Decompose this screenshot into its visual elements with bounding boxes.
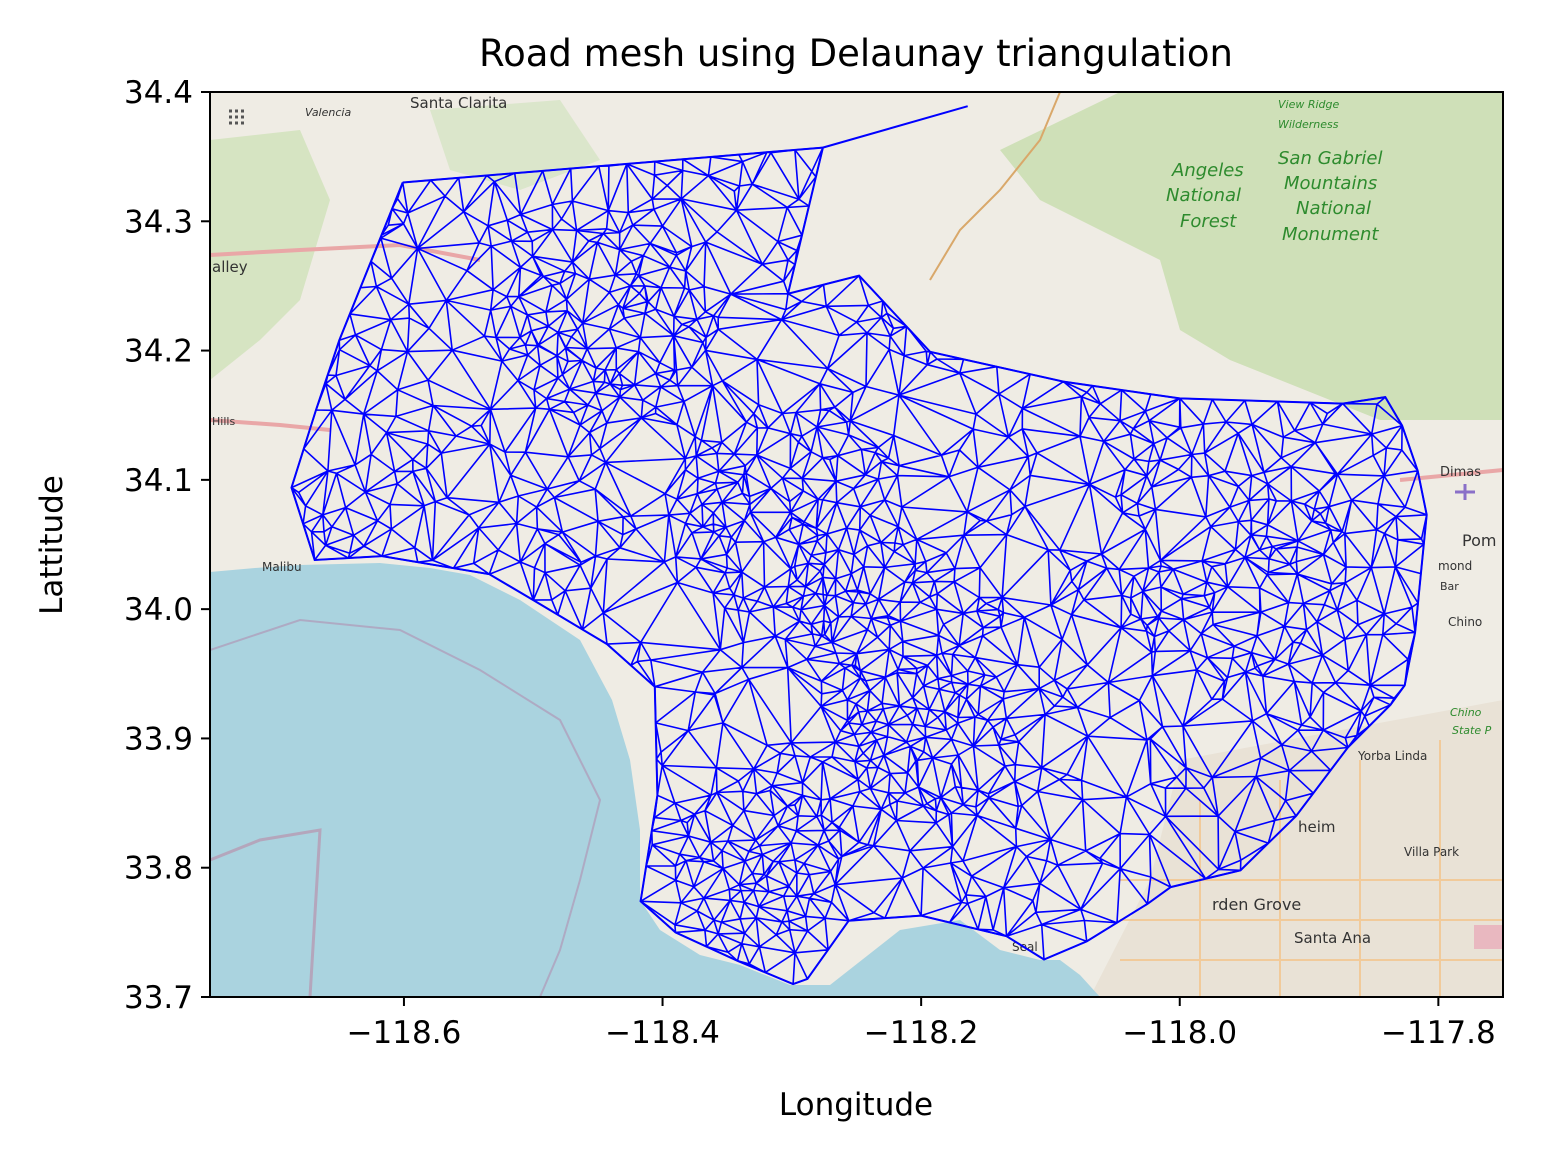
map-label-wilderness: Wilderness	[1278, 118, 1339, 131]
map-label-angeles-3: Forest	[1180, 211, 1237, 232]
y-axis-title: Lattitude	[34, 475, 70, 615]
y-axis: 33.7 33.8 33.9 34.0 34.1 34.2 34.3 34.4	[124, 75, 210, 1016]
map-label-santa-clarita: Santa Clarita	[410, 94, 507, 112]
map-label-villa: Villa Park	[1404, 845, 1459, 859]
map-label-chino: Chino	[1448, 615, 1482, 629]
park-area-north	[430, 100, 600, 190]
delaunay-mesh	[290, 105, 1428, 986]
x-tick-label: −118.0	[1122, 1015, 1237, 1051]
map-label-sg-2: Mountains	[1284, 173, 1377, 194]
map-label-heim: heim	[1298, 818, 1336, 836]
map-label-chino-sp-1: Chino	[1450, 706, 1482, 719]
map-label-santa-ana: Santa Ana	[1294, 929, 1371, 947]
y-tick-label: 34.3	[124, 204, 193, 240]
mesh-edges	[290, 146, 1428, 985]
highway-line-1	[210, 242, 481, 262]
highway-line-3	[1399, 468, 1503, 482]
map-label-pom: Pom	[1462, 531, 1496, 550]
map-label-chino-sp-2: State P	[1452, 724, 1492, 737]
park-area-west	[210, 130, 330, 380]
map-label-sg-3: National	[1296, 198, 1371, 219]
urban-area-east	[1090, 700, 1503, 997]
axes-frame	[209, 91, 1504, 998]
shipping-lane	[210, 828, 322, 997]
map-badge	[1474, 925, 1503, 949]
map-label-view-ridge: View Ridge	[1278, 98, 1340, 111]
map-label-valencia: Valencia	[305, 106, 351, 119]
y-tick-label: 34.1	[124, 463, 193, 499]
map-label-angeles-2: National	[1166, 185, 1241, 206]
x-tick-label: −118.4	[605, 1015, 720, 1051]
map-label-sg-1: San Gabriel	[1278, 148, 1382, 169]
y-tick-label: 33.8	[124, 851, 193, 887]
map-label-garden: rden Grove	[1212, 895, 1301, 914]
map-label-angeles-1: Angeles	[1171, 160, 1244, 181]
y-tick-label: 33.9	[124, 721, 193, 757]
y-tick-label: 34.4	[124, 75, 193, 111]
map-label-bar: Bar	[1440, 580, 1459, 593]
urban-grid	[1120, 740, 1503, 997]
x-axis: −118.6 −118.4 −118.2 −118.0 −117.8	[347, 997, 1496, 1051]
map-label-sg-4: Monument	[1282, 224, 1379, 245]
map-label-valley: alley	[212, 258, 248, 276]
x-tick-label: −117.8	[1381, 1015, 1496, 1051]
y-tick-label: 34.2	[124, 334, 193, 370]
x-tick-label: −118.2	[864, 1015, 979, 1051]
y-tick-label: 34.0	[124, 592, 193, 628]
map-grid-dots	[229, 109, 244, 125]
forest-area	[1000, 92, 1503, 420]
map-label-hills: Hills	[212, 415, 235, 428]
mesh-boundary	[290, 105, 1428, 986]
chart-title: Road mesh using Delaunay triangulation	[479, 32, 1233, 75]
map-label-mond: mond	[1438, 559, 1472, 573]
map-label-yorba: Yorba Linda	[1357, 749, 1427, 763]
water-area	[210, 563, 1100, 997]
forest-border	[929, 92, 1061, 281]
map-label-malibu: Malibu	[262, 560, 302, 574]
coast-boundary	[210, 618, 602, 997]
highway-line-2	[210, 418, 331, 432]
airport-icon	[1455, 484, 1475, 500]
x-axis-title: Longitude	[779, 1087, 933, 1123]
x-tick-label: −118.6	[347, 1015, 462, 1051]
y-tick-label: 33.7	[124, 980, 193, 1016]
map-label-dimas: Dimas	[1440, 465, 1481, 480]
